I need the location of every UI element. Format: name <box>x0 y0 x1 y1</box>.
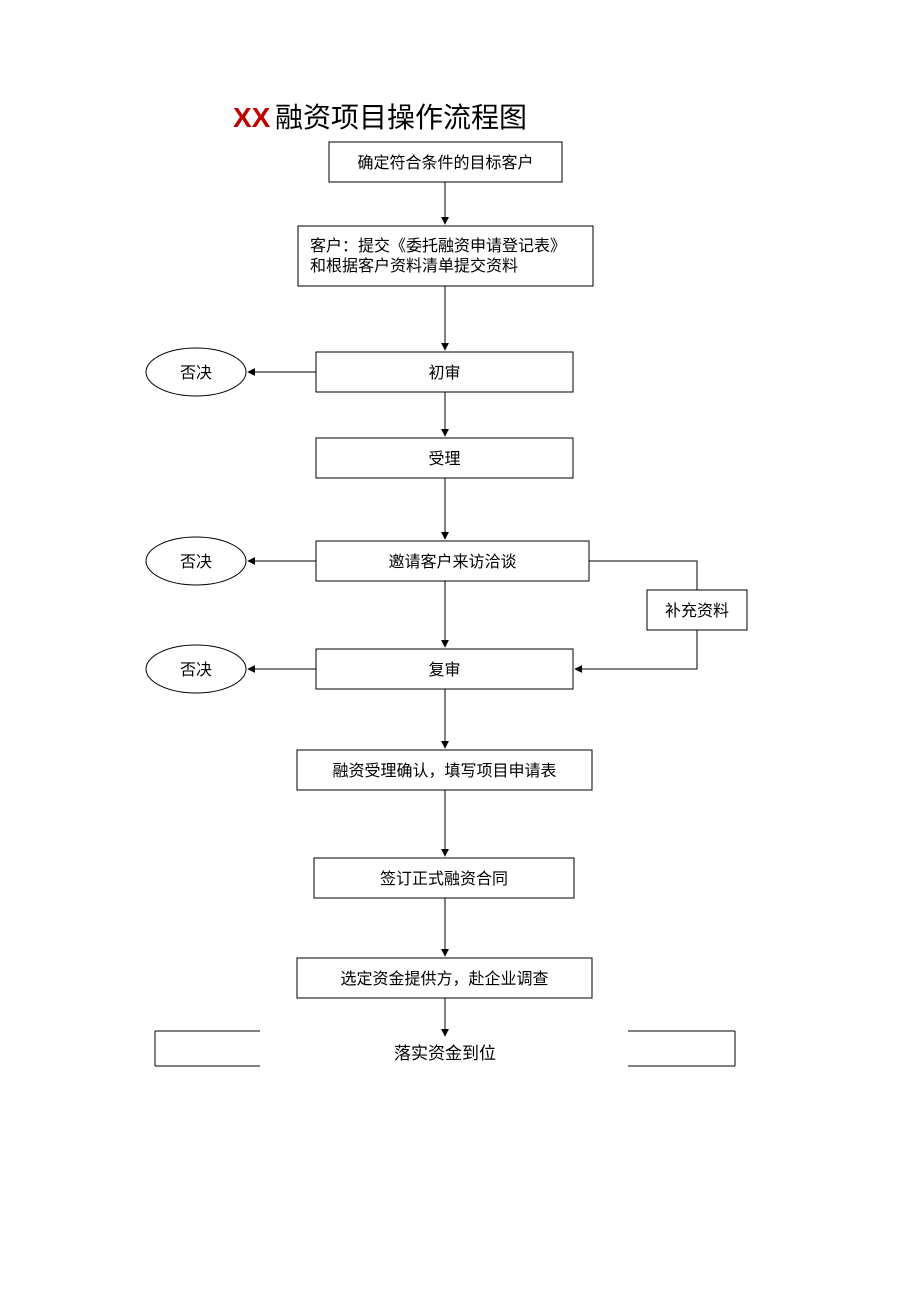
svg-text:受理: 受理 <box>428 450 460 468</box>
flow-node-n2: 客户：提交《委托融资申请登记表》和根据客户资料清单提交资料 <box>298 226 593 286</box>
svg-text:签订正式融资合同: 签订正式融资合同 <box>380 870 508 888</box>
svg-text:补充资料: 补充资料 <box>665 602 729 620</box>
svg-text:否决: 否决 <box>180 364 212 382</box>
svg-text:落实资金到位: 落实资金到位 <box>394 1044 496 1063</box>
flow-node-n3: 初审 <box>316 352 573 392</box>
flow-node-n8: 签订正式融资合同 <box>314 858 574 898</box>
flow-node-n9: 选定资金提供方，赴企业调查 <box>297 958 592 998</box>
flow-node-n5: 邀请客户来访洽谈 <box>316 541 589 581</box>
flow-node-t_final: 落实资金到位 <box>394 1044 496 1063</box>
flowchart-diagram: XX 融资项目操作流程图确定符合条件的目标客户客户：提交《委托融资申请登记表》和… <box>0 0 920 1301</box>
flowchart-title: XX 融资项目操作流程图 <box>233 102 527 134</box>
flow-node-e2: 否决 <box>146 537 246 585</box>
svg-text:XX: XX <box>233 102 271 133</box>
svg-text:融资受理确认，填写项目申请表: 融资受理确认，填写项目申请表 <box>332 762 556 780</box>
flow-edge <box>589 561 697 590</box>
flow-edge <box>575 630 697 669</box>
flow-node-e3: 否决 <box>146 645 246 693</box>
flow-node-n6: 复审 <box>316 649 573 689</box>
svg-text:融资项目操作流程图: 融资项目操作流程图 <box>275 102 527 134</box>
svg-text:复审: 复审 <box>428 661 460 679</box>
svg-text:邀请客户来访洽谈: 邀请客户来访洽谈 <box>388 553 516 571</box>
flow-node-s1: 补充资料 <box>647 590 747 630</box>
svg-text:客户：提交《委托融资申请登记表》: 客户：提交《委托融资申请登记表》 <box>310 237 566 255</box>
svg-text:和根据客户资料清单提交资料: 和根据客户资料清单提交资料 <box>310 257 518 275</box>
flow-node-n4: 受理 <box>316 438 573 478</box>
flow-node-n7: 融资受理确认，填写项目申请表 <box>297 750 592 790</box>
svg-text:选定资金提供方，赴企业调查: 选定资金提供方，赴企业调查 <box>340 970 548 988</box>
flow-node-n1: 确定符合条件的目标客户 <box>329 142 562 182</box>
svg-text:确定符合条件的目标客户: 确定符合条件的目标客户 <box>357 154 533 172</box>
flow-node-e1: 否决 <box>146 348 246 396</box>
svg-text:否决: 否决 <box>180 661 212 679</box>
svg-text:否决: 否决 <box>180 553 212 571</box>
svg-text:初审: 初审 <box>428 364 460 382</box>
